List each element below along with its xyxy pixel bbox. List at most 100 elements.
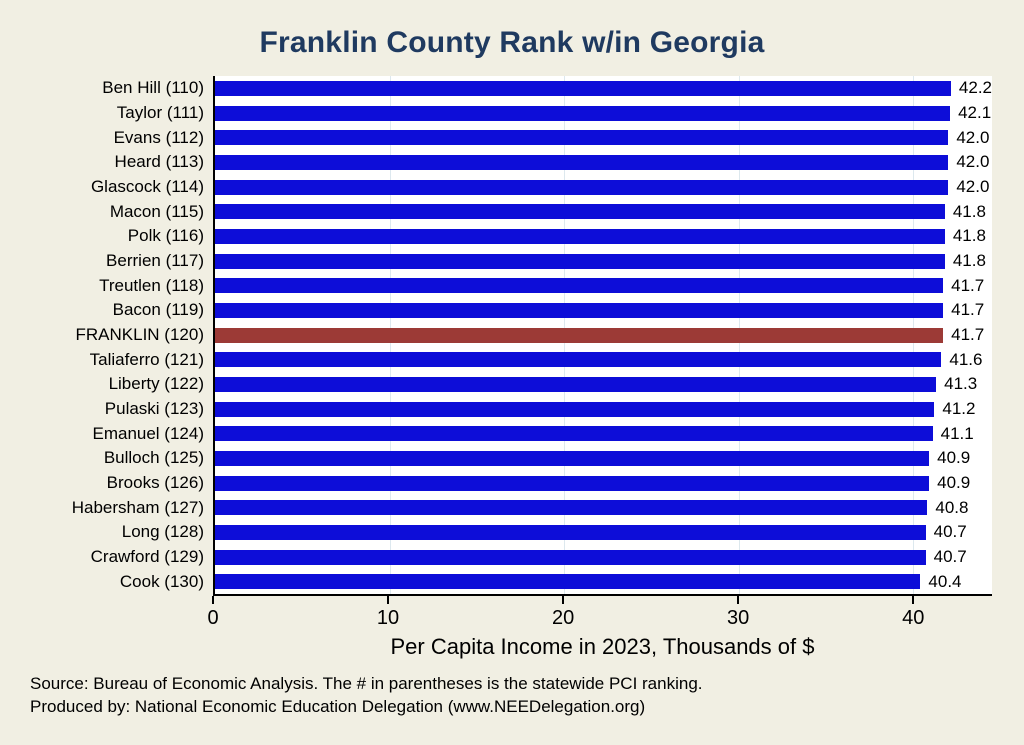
bar-row: 41.7 <box>215 273 992 298</box>
bar <box>215 228 945 244</box>
value-label: 42.0 <box>956 127 990 147</box>
bar-row: 42.2 <box>215 76 992 101</box>
x-tick-label: 30 <box>727 607 750 629</box>
bar <box>215 500 928 516</box>
x-tick <box>387 596 390 604</box>
x-axis-title: Per Capita Income in 2023, Thousands of … <box>390 634 815 659</box>
category-label: Long (128) <box>121 522 204 542</box>
bar-row: 42.0 <box>215 150 992 175</box>
category-label: Habersham (127) <box>71 497 204 517</box>
bar-row: 41.7 <box>215 298 992 323</box>
bar <box>215 80 951 96</box>
x-tick <box>562 596 565 604</box>
bar <box>215 278 944 294</box>
bar-row: 40.9 <box>215 471 992 496</box>
category-label: Heard (113) <box>114 152 204 172</box>
bar-row: 40.8 <box>215 495 992 520</box>
bar-row: 41.6 <box>215 347 992 372</box>
y-axis-labels: Ben Hill (110) Taylor (111) Evans (112) Hea… <box>30 76 213 594</box>
category-label: Berrien (117) <box>106 251 204 271</box>
category-label-franklin: FRANKLIN (120) <box>75 325 204 345</box>
bar <box>215 376 937 392</box>
value-label: 40.9 <box>937 448 971 468</box>
category-label: Evans (112) <box>113 127 204 147</box>
x-tick-label: 0 <box>207 607 219 629</box>
bar-row: 42.0 <box>215 175 992 200</box>
value-label: 41.3 <box>944 374 978 394</box>
bar-row: 41.3 <box>215 372 992 397</box>
value-label: 41.6 <box>949 349 983 369</box>
bar <box>215 549 926 565</box>
bar-row: 41.2 <box>215 397 992 422</box>
x-tick <box>912 596 915 604</box>
category-label: Ben Hill (110) <box>102 78 204 98</box>
category-label: Taliaferro (121) <box>89 349 204 369</box>
bar <box>215 426 933 442</box>
chart-body: Ben Hill (110) Taylor (111) Evans (112) Hea… <box>30 76 992 596</box>
value-label: 42.0 <box>956 152 990 172</box>
bar <box>215 524 926 540</box>
category-label: Emanuel (124) <box>92 423 204 443</box>
category-label: Pulaski (123) <box>104 399 204 419</box>
category-label: Crawford (129) <box>90 547 204 567</box>
bar <box>215 204 945 220</box>
bar-row: 40.7 <box>215 520 992 545</box>
category-label: Macon (115) <box>109 201 204 221</box>
value-label: 41.8 <box>952 201 986 221</box>
bar <box>215 253 945 269</box>
bar <box>215 574 921 590</box>
value-label: 41.7 <box>951 275 985 295</box>
category-label: Taylor (111) <box>116 103 204 122</box>
bar-row: 41.8 <box>215 224 992 249</box>
x-axis: 0 10 20 30 40 <box>207 596 992 634</box>
producer-note: Produced by: National Economic Education… <box>30 697 646 717</box>
value-label: 41.2 <box>942 399 976 419</box>
value-label: 40.8 <box>935 497 969 517</box>
value-label: 41.8 <box>952 226 986 246</box>
bar <box>215 475 930 491</box>
chart-title: Franklin County Rank w/in Georgia <box>259 26 765 59</box>
category-label: Bulloch (125) <box>103 448 204 468</box>
value-label: 41.7 <box>951 325 985 345</box>
x-tick <box>212 596 214 604</box>
source-note: Source: Bureau of Economic Analysis. The… <box>30 674 703 694</box>
category-label: Liberty (122) <box>108 374 204 394</box>
value-label: 40.7 <box>933 547 967 567</box>
category-label: Cook (130) <box>119 571 204 591</box>
value-label: 40.4 <box>928 571 962 591</box>
bar-row: 40.9 <box>215 446 992 471</box>
category-label: Brooks (126) <box>106 473 204 493</box>
bar <box>215 401 935 417</box>
value-label: 40.9 <box>937 473 971 493</box>
value-label: 41.8 <box>952 251 986 271</box>
value-label: 42.2 <box>958 78 992 98</box>
value-label: 40.7 <box>933 522 967 542</box>
bar-row: 42.1 <box>215 101 992 126</box>
bar-row: 42.0 <box>215 125 992 150</box>
bar <box>215 105 951 121</box>
bar-row: 41.8 <box>215 199 992 224</box>
x-tick-label: 40 <box>902 607 925 629</box>
footer-notes: Source: Bureau of Economic Analysis. The… <box>30 673 703 719</box>
category-label: Bacon (119) <box>112 300 204 320</box>
bar <box>215 179 949 195</box>
value-label: 41.1 <box>940 423 974 443</box>
bar <box>215 130 949 146</box>
bar <box>215 302 944 318</box>
category-label: Treutlen (118) <box>99 275 204 295</box>
bar-row: 41.7 <box>215 323 992 348</box>
bar <box>215 352 942 368</box>
value-label: 42.1 <box>958 103 992 122</box>
bar-row: 41.8 <box>215 249 992 274</box>
bar-row: 40.4 <box>215 569 992 594</box>
bar-row: 40.7 <box>215 545 992 570</box>
category-label: Polk (116) <box>127 226 204 246</box>
value-label: 42.0 <box>956 177 990 197</box>
x-tick <box>737 596 740 604</box>
x-tick-label: 20 <box>551 607 575 629</box>
value-label: 41.7 <box>951 300 985 320</box>
bar <box>215 154 949 170</box>
plot-area: 42.2 42.1 42.0 42.0 42.0 41.8 41.8 41.8 41.7 41.7… <box>213 76 992 596</box>
franklin-bar <box>215 327 944 343</box>
